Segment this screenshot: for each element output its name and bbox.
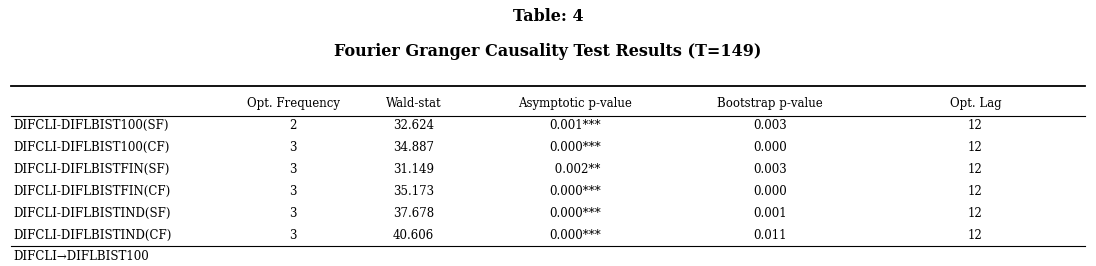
Text: DIFCLI-DIFLBISTFIN(SF): DIFCLI-DIFLBISTFIN(SF): [13, 163, 170, 176]
Text: DIFCLI-DIFLBIST100(CF): DIFCLI-DIFLBIST100(CF): [13, 141, 170, 153]
Text: 0.003: 0.003: [753, 119, 787, 131]
Text: 35.173: 35.173: [393, 185, 434, 198]
Text: DIFCLI-DIFLBISTFIN(CF): DIFCLI-DIFLBISTFIN(CF): [13, 185, 170, 198]
Text: 0.001***: 0.001***: [549, 119, 602, 131]
Text: 0.011: 0.011: [753, 229, 787, 242]
Text: 40.606: 40.606: [393, 229, 434, 242]
Text: Bootstrap p-value: Bootstrap p-value: [717, 97, 823, 110]
Text: 0.000***: 0.000***: [549, 185, 602, 198]
Text: Fourier Granger Causality Test Results (T=149): Fourier Granger Causality Test Results (…: [334, 43, 762, 60]
Text: 12: 12: [968, 207, 983, 220]
Text: 37.678: 37.678: [393, 207, 434, 220]
Text: 0.000: 0.000: [753, 185, 787, 198]
Text: 3: 3: [289, 163, 297, 176]
Text: 3: 3: [289, 207, 297, 220]
Text: 12: 12: [968, 163, 983, 176]
Text: 12: 12: [968, 141, 983, 153]
Text: 32.624: 32.624: [393, 119, 434, 131]
Text: 3: 3: [289, 229, 297, 242]
Text: 3: 3: [289, 141, 297, 153]
Text: Table: 4: Table: 4: [513, 8, 583, 25]
Text: 0.000***: 0.000***: [549, 141, 602, 153]
Text: 12: 12: [968, 185, 983, 198]
Text: 2: 2: [289, 119, 297, 131]
Text: DIFCLI→DIFLBIST100: DIFCLI→DIFLBIST100: [13, 250, 149, 263]
Text: Wald-stat: Wald-stat: [386, 97, 442, 110]
Text: 12: 12: [968, 229, 983, 242]
Text: Opt. Lag: Opt. Lag: [949, 97, 1002, 110]
Text: 0.003: 0.003: [753, 163, 787, 176]
Text: 34.887: 34.887: [393, 141, 434, 153]
Text: 0.000: 0.000: [753, 141, 787, 153]
Text: 12: 12: [968, 119, 983, 131]
Text: Opt. Frequency: Opt. Frequency: [247, 97, 340, 110]
Text: 0.000***: 0.000***: [549, 229, 602, 242]
Text: DIFCLI-DIFLBISTIND(CF): DIFCLI-DIFLBISTIND(CF): [13, 229, 172, 242]
Text: Asymptotic p-value: Asymptotic p-value: [518, 97, 632, 110]
Text: DIFCLI-DIFLBIST100(SF): DIFCLI-DIFLBIST100(SF): [13, 119, 169, 131]
Text: 0.000***: 0.000***: [549, 207, 602, 220]
Text: 0.002**: 0.002**: [550, 163, 601, 176]
Text: 0.001: 0.001: [753, 207, 787, 220]
Text: 31.149: 31.149: [393, 163, 434, 176]
Text: DIFCLI-DIFLBISTIND(SF): DIFCLI-DIFLBISTIND(SF): [13, 207, 171, 220]
Text: 3: 3: [289, 185, 297, 198]
